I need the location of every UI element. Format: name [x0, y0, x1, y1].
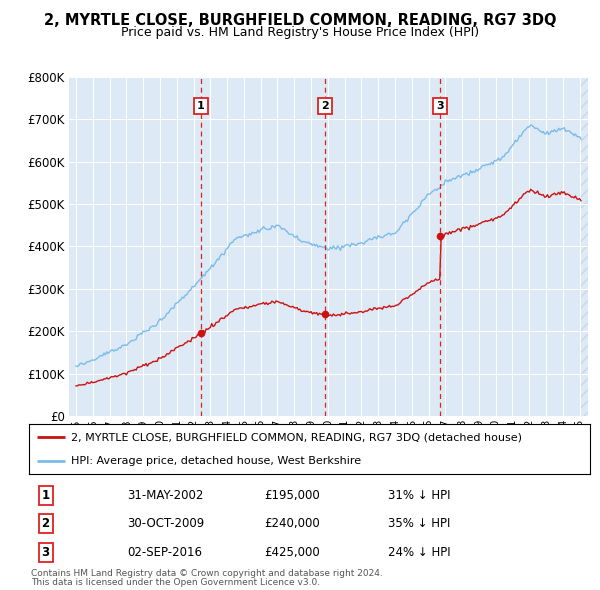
- Text: 2, MYRTLE CLOSE, BURGHFIELD COMMON, READING, RG7 3DQ (detached house): 2, MYRTLE CLOSE, BURGHFIELD COMMON, READ…: [71, 432, 522, 442]
- Text: 2: 2: [321, 101, 329, 112]
- Text: HPI: Average price, detached house, West Berkshire: HPI: Average price, detached house, West…: [71, 455, 361, 466]
- Text: £425,000: £425,000: [265, 546, 320, 559]
- Text: £195,000: £195,000: [265, 489, 320, 502]
- Text: Price paid vs. HM Land Registry's House Price Index (HPI): Price paid vs. HM Land Registry's House …: [121, 26, 479, 39]
- Text: 35% ↓ HPI: 35% ↓ HPI: [388, 517, 450, 530]
- Text: 31-MAY-2002: 31-MAY-2002: [127, 489, 203, 502]
- Bar: [580, 77, 600, 416]
- Text: 31% ↓ HPI: 31% ↓ HPI: [388, 489, 451, 502]
- Text: £240,000: £240,000: [265, 517, 320, 530]
- Text: 3: 3: [41, 546, 50, 559]
- Text: 02-SEP-2016: 02-SEP-2016: [127, 546, 202, 559]
- Text: 1: 1: [41, 489, 50, 502]
- Text: 2: 2: [41, 517, 50, 530]
- Text: 3: 3: [436, 101, 443, 112]
- Text: 2, MYRTLE CLOSE, BURGHFIELD COMMON, READING, RG7 3DQ: 2, MYRTLE CLOSE, BURGHFIELD COMMON, READ…: [44, 13, 556, 28]
- Text: Contains HM Land Registry data © Crown copyright and database right 2024.: Contains HM Land Registry data © Crown c…: [31, 569, 383, 578]
- Text: 30-OCT-2009: 30-OCT-2009: [127, 517, 204, 530]
- Text: 1: 1: [197, 101, 205, 112]
- Text: This data is licensed under the Open Government Licence v3.0.: This data is licensed under the Open Gov…: [31, 578, 320, 587]
- Text: 24% ↓ HPI: 24% ↓ HPI: [388, 546, 451, 559]
